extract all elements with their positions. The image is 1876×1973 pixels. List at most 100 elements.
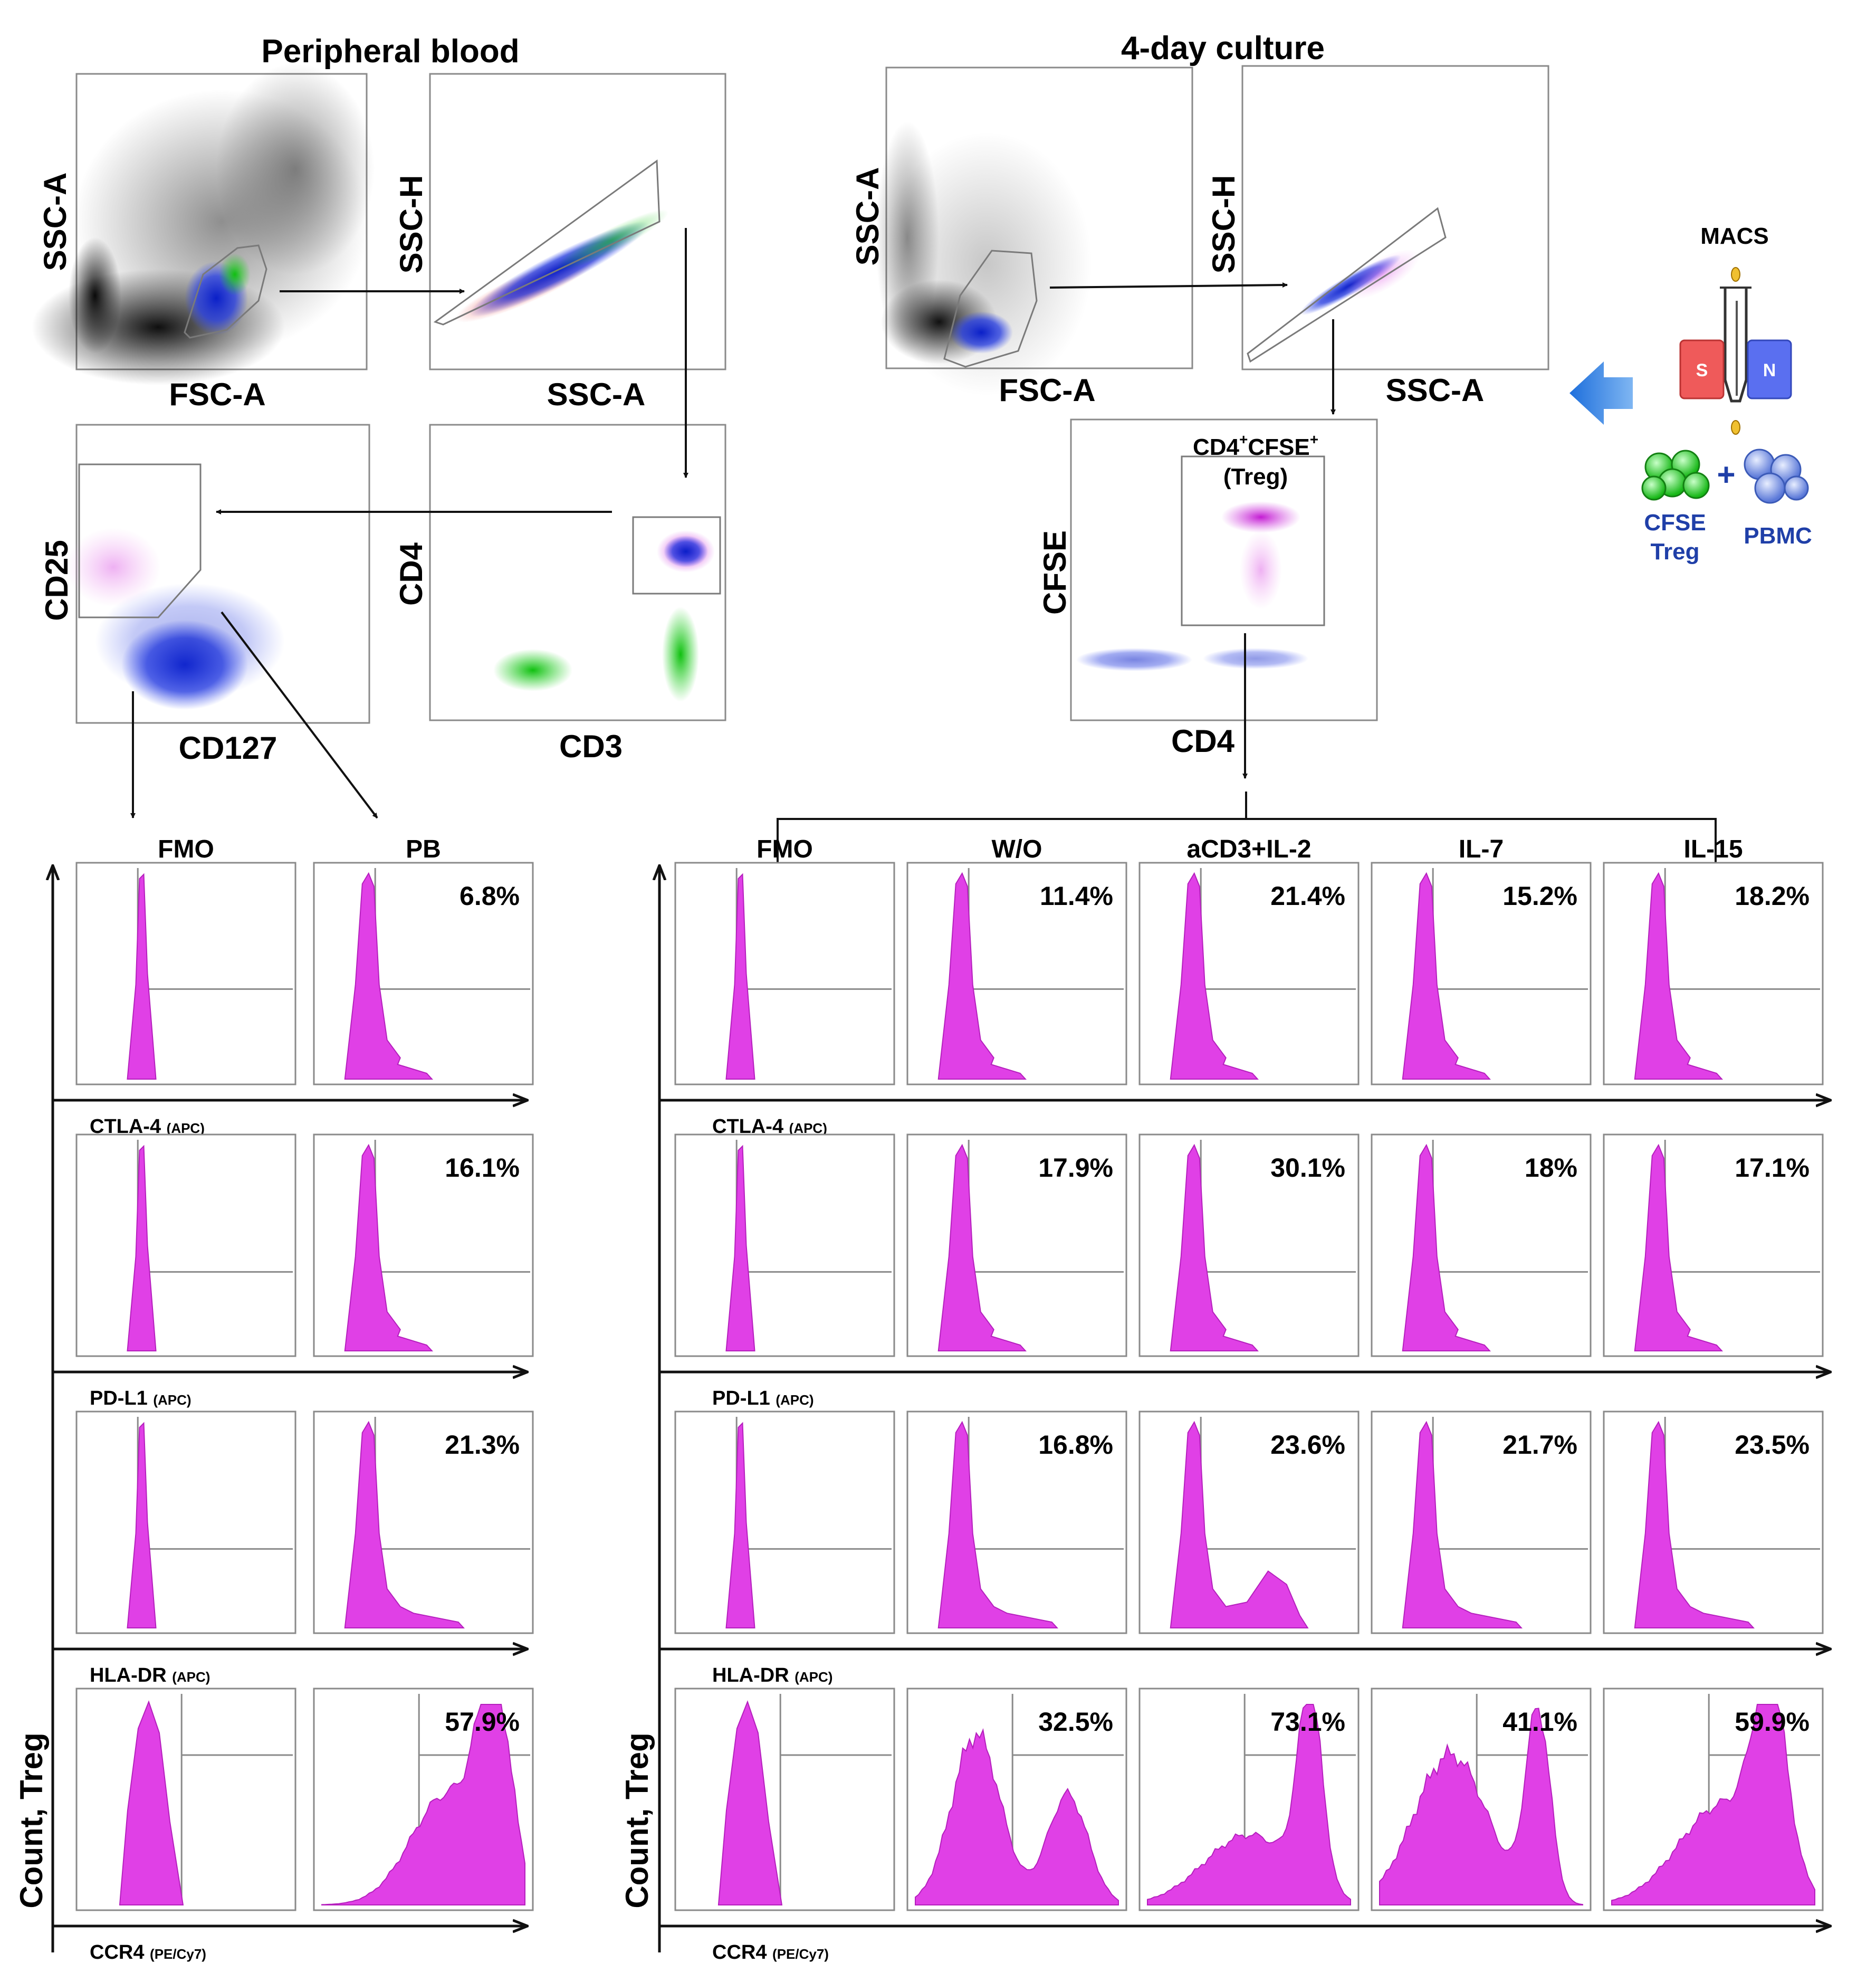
histogram-panel — [75, 862, 296, 1085]
histogram-panel: 41.1% — [1371, 1688, 1592, 1911]
right-col-header: FMO — [757, 835, 813, 863]
pb1-x-label: FSC-A — [169, 377, 265, 412]
histogram-curve — [915, 1728, 1119, 1905]
culture-scatter-singlets — [1241, 65, 1549, 370]
cfse-label: CFSE — [1644, 510, 1706, 536]
left-section-title: Peripheral blood — [261, 33, 519, 70]
histogram-panel: 32.5% — [906, 1688, 1127, 1911]
histogram-frame — [1603, 862, 1824, 1085]
histogram-curve — [1402, 1143, 1491, 1351]
percent-label: 73.1% — [1270, 1707, 1345, 1737]
magnet-s-label: S — [1696, 360, 1708, 380]
histogram-frame — [75, 1133, 296, 1357]
pbmc-label: PBMC — [1744, 523, 1812, 549]
histogram-panel: 23.6% — [1138, 1410, 1360, 1634]
pb2-x-label: SSC-A — [547, 377, 646, 412]
pb-scatter-cd25-cd127 — [66, 424, 370, 724]
histogram-grid: Count, Treg Count, Treg FMO PB FMO W/O aCD3+IL… — [14, 835, 1831, 1964]
histogram-curve — [1170, 872, 1259, 1080]
histogram-panel: 21.4% — [1138, 862, 1360, 1085]
right-marker-label: PD-L1 (APC) — [712, 1387, 814, 1409]
histogram-panel — [75, 1410, 296, 1634]
histogram-curve — [119, 1700, 184, 1905]
macs-plus: + — [1717, 457, 1735, 492]
histogram-curve — [937, 1143, 1027, 1351]
percent-label: 30.1% — [1270, 1153, 1345, 1183]
right-col-header: aCD3+IL-2 — [1186, 835, 1311, 863]
c1-x-label: FSC-A — [999, 373, 1095, 408]
percent-label: 41.1% — [1502, 1707, 1577, 1737]
percent-label: 16.8% — [1038, 1430, 1113, 1460]
histogram-frame — [674, 1410, 895, 1634]
histogram-panel — [674, 1410, 895, 1634]
histogram-panel: 18.2% — [1603, 862, 1824, 1085]
histogram-curve — [1634, 1143, 1724, 1351]
histogram-curve — [937, 872, 1027, 1080]
histogram-panel: 6.8% — [313, 862, 534, 1085]
left-marker-label: HLA-DR (APC) — [90, 1664, 210, 1686]
histogram-frame — [674, 862, 895, 1085]
histogram-panel: 30.1% — [1138, 1133, 1360, 1357]
histogram-panel: 17.1% — [1603, 1133, 1824, 1357]
macs-big-arrow — [1569, 361, 1633, 425]
histogram-curve — [1170, 1143, 1259, 1351]
magnet-n-label: N — [1763, 360, 1776, 380]
histogram-panel: 18% — [1371, 1133, 1592, 1357]
histogram-curve — [937, 1421, 1059, 1628]
pb1-y-label: SSC-A — [37, 173, 73, 271]
percent-label: 18% — [1525, 1153, 1577, 1183]
percent-label: 17.1% — [1735, 1153, 1810, 1183]
right-section-title: 4-day culture — [1121, 30, 1325, 66]
histogram-curve — [1402, 1421, 1523, 1628]
histogram-panel: 16.8% — [906, 1410, 1127, 1634]
percent-label: 59.9% — [1735, 1707, 1810, 1737]
histogram-curve — [725, 873, 755, 1080]
c1-y-label: SSC-A — [850, 167, 885, 266]
histogram-panel: 57.9% — [313, 1688, 534, 1911]
histogram-panel: 73.1% — [1138, 1688, 1360, 1911]
percent-label: 15.2% — [1502, 881, 1577, 911]
c3-x-label: CD4 — [1171, 723, 1235, 759]
percent-label: 6.8% — [460, 881, 520, 911]
histogram-panel: 23.5% — [1603, 1410, 1824, 1634]
histogram-panel: 11.4% — [906, 862, 1127, 1085]
right-count-label: Count, Treg — [619, 1732, 655, 1908]
percent-label: 23.5% — [1735, 1430, 1810, 1460]
macs-title: MACS — [1700, 223, 1769, 249]
right-marker-label: HLA-DR (APC) — [712, 1664, 832, 1686]
macs-schematic: MACS S N + CFSE Treg PBMC — [1569, 223, 1812, 565]
histogram-panel: 16.1% — [313, 1133, 534, 1357]
histogram-curve — [1170, 1421, 1309, 1628]
histogram-panel: 15.2% — [1371, 862, 1592, 1085]
c2-x-label: SSC-A — [1386, 373, 1485, 408]
treg-gate-label-line1: CD4+CFSE+ — [1193, 431, 1318, 460]
histogram-curve — [717, 1700, 783, 1905]
percent-label: 18.2% — [1735, 881, 1810, 911]
histogram-panel — [75, 1133, 296, 1357]
percent-label: 17.9% — [1038, 1153, 1113, 1183]
treg-label: Treg — [1651, 539, 1700, 565]
percent-label: 57.9% — [445, 1707, 520, 1737]
pb3-x-label: CD127 — [179, 730, 277, 766]
histogram-panel — [674, 1688, 895, 1911]
percent-label: 21.3% — [445, 1430, 520, 1460]
histogram-panel — [674, 1133, 895, 1357]
culture-arrow-1 — [1049, 282, 1288, 289]
histogram-panel: 21.7% — [1371, 1410, 1592, 1634]
pb-scatter-cd4-cd3 — [429, 424, 726, 721]
histogram-panel: 17.9% — [906, 1133, 1127, 1357]
right-col-header: IL-15 — [1683, 835, 1743, 863]
pb3-y-label: CD25 — [39, 540, 74, 621]
histogram-curve — [344, 1421, 465, 1628]
pb-scatter-singlets — [429, 73, 726, 370]
histogram-curve — [725, 1145, 755, 1351]
right-col-header: W/O — [992, 835, 1042, 863]
c3-y-label: CFSE — [1037, 530, 1073, 615]
left-col-header: PB — [406, 835, 441, 863]
pb-arrow-pb — [221, 611, 378, 819]
histogram-curve — [344, 1143, 434, 1351]
culture-scatter-fsc-ssc — [876, 66, 1193, 396]
left-marker-label: CCR4 (PE/Cy7) — [90, 1941, 206, 1964]
histogram-curve — [1379, 1708, 1583, 1905]
